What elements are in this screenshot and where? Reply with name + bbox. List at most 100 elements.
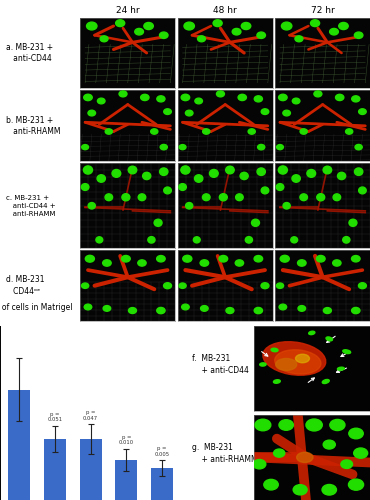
Circle shape — [88, 110, 95, 116]
Circle shape — [116, 20, 125, 26]
Circle shape — [159, 168, 168, 175]
Ellipse shape — [309, 331, 315, 334]
Circle shape — [280, 256, 289, 262]
Circle shape — [257, 168, 265, 175]
Circle shape — [337, 172, 346, 180]
Circle shape — [157, 308, 165, 314]
Circle shape — [359, 187, 366, 194]
Circle shape — [184, 22, 194, 30]
Circle shape — [226, 308, 234, 314]
Circle shape — [240, 172, 248, 180]
Circle shape — [264, 480, 278, 490]
Circle shape — [216, 91, 225, 97]
Text: a. MB-231 +
   anti-CD44: a. MB-231 + anti-CD44 — [6, 43, 53, 63]
Circle shape — [297, 260, 306, 266]
Circle shape — [97, 175, 105, 182]
Circle shape — [232, 28, 241, 35]
Circle shape — [333, 194, 341, 200]
Circle shape — [276, 184, 284, 190]
Circle shape — [282, 22, 292, 30]
Circle shape — [87, 22, 97, 30]
Ellipse shape — [273, 380, 280, 384]
Circle shape — [201, 306, 208, 312]
Circle shape — [279, 304, 287, 310]
Circle shape — [291, 237, 297, 243]
Bar — [115, 460, 137, 500]
Circle shape — [354, 168, 363, 175]
Circle shape — [254, 96, 262, 102]
Circle shape — [105, 194, 112, 200]
Circle shape — [181, 94, 190, 100]
Circle shape — [293, 484, 307, 495]
Circle shape — [97, 98, 105, 104]
Circle shape — [198, 36, 205, 42]
Circle shape — [164, 109, 171, 114]
Circle shape — [119, 91, 127, 97]
Bar — [8, 390, 30, 500]
Circle shape — [88, 202, 95, 209]
Circle shape — [349, 219, 357, 226]
Circle shape — [257, 32, 265, 38]
Circle shape — [235, 260, 243, 266]
Circle shape — [322, 484, 336, 495]
Circle shape — [277, 144, 283, 150]
Circle shape — [182, 304, 189, 310]
Ellipse shape — [337, 367, 344, 370]
Circle shape — [253, 460, 266, 469]
Circle shape — [300, 194, 307, 200]
Ellipse shape — [275, 350, 321, 374]
Circle shape — [154, 219, 162, 226]
Ellipse shape — [322, 380, 329, 384]
Circle shape — [179, 283, 186, 288]
Circle shape — [298, 306, 306, 312]
Circle shape — [219, 194, 227, 201]
Circle shape — [82, 144, 88, 150]
Ellipse shape — [297, 452, 313, 462]
Circle shape — [179, 144, 186, 150]
Text: 72 hr: 72 hr — [311, 6, 334, 15]
Circle shape — [83, 166, 92, 174]
Circle shape — [157, 256, 165, 262]
Circle shape — [121, 256, 130, 262]
Ellipse shape — [326, 337, 333, 341]
Bar — [44, 439, 66, 500]
Circle shape — [195, 98, 202, 104]
Circle shape — [359, 282, 366, 288]
Circle shape — [85, 256, 94, 262]
Circle shape — [128, 166, 137, 174]
Text: 48 hr: 48 hr — [213, 6, 237, 15]
Bar — [151, 468, 173, 500]
Circle shape — [245, 236, 252, 243]
Ellipse shape — [260, 363, 266, 366]
Ellipse shape — [263, 342, 326, 376]
Circle shape — [258, 144, 265, 150]
Text: c. MB-231 +
   anti-CD44 +
   anti-RHAMM: c. MB-231 + anti-CD44 + anti-RHAMM — [6, 195, 56, 216]
Text: p =
0.051: p = 0.051 — [47, 412, 63, 422]
Circle shape — [96, 237, 103, 243]
Circle shape — [226, 166, 234, 174]
Circle shape — [317, 194, 325, 201]
Circle shape — [323, 308, 332, 314]
Circle shape — [100, 36, 108, 42]
Circle shape — [349, 479, 364, 490]
Circle shape — [179, 184, 186, 190]
Circle shape — [138, 194, 146, 200]
Text: e. Velocity of cells in Matrigel: e. Velocity of cells in Matrigel — [0, 303, 73, 312]
Circle shape — [323, 440, 335, 449]
Circle shape — [144, 22, 153, 30]
Circle shape — [84, 304, 92, 310]
Circle shape — [333, 260, 341, 266]
Circle shape — [248, 129, 255, 134]
Circle shape — [181, 166, 190, 174]
Circle shape — [122, 194, 130, 201]
Circle shape — [159, 32, 168, 38]
Circle shape — [316, 256, 325, 262]
Circle shape — [81, 283, 89, 288]
Circle shape — [339, 22, 348, 30]
Text: d. MB-231
   CD44ᵒᵉ: d. MB-231 CD44ᵒᵉ — [6, 276, 45, 296]
Ellipse shape — [296, 354, 309, 363]
Circle shape — [186, 202, 193, 209]
Circle shape — [252, 219, 259, 226]
Circle shape — [283, 202, 290, 209]
Circle shape — [310, 20, 320, 26]
